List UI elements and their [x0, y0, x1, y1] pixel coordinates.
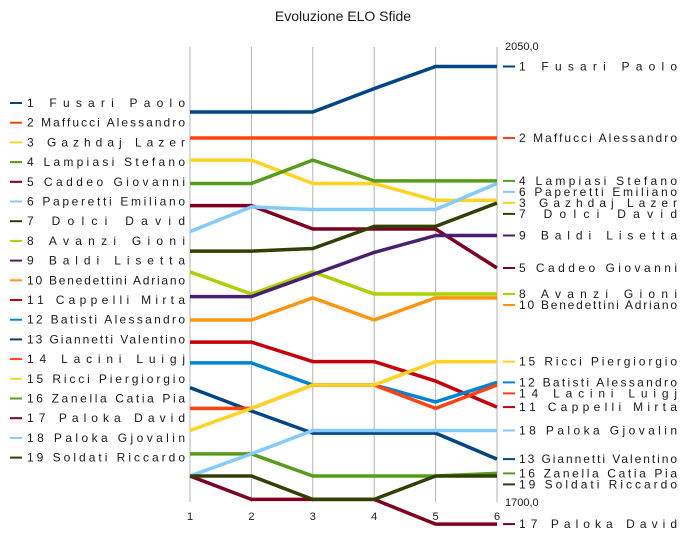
chart-title: Evoluzione ELO Sfide — [275, 8, 411, 24]
end-label: 2 Maffucci Alessandro — [519, 131, 677, 145]
series-line-15 — [189, 359, 497, 433]
end-label: 17 Paloka David — [519, 517, 677, 531]
legend-label: 15 Ricci Piergiorgio — [27, 372, 185, 386]
x-tick-label: 3 — [310, 511, 316, 523]
x-tick-label: 6 — [494, 511, 500, 523]
legend-label: 7 Dolci David — [27, 214, 185, 228]
legend-label: 11 Cappelli Mirta — [27, 293, 185, 307]
axis-labels: 1 2 3 4 5 6 2050,0 1700,0 — [187, 41, 539, 523]
legend-label: 6 Paperetti Emiliano — [27, 195, 185, 209]
series-line-7 — [190, 201, 498, 253]
legend-label: 1 Fusari Paolo — [27, 96, 185, 110]
legend-label: 8 Avanzi Gioni — [27, 234, 185, 248]
legend-label: 2 Maffucci Alessandro — [27, 116, 185, 130]
legend-left: 1 Fusari Paolo 2 Maffucci Alessandro 3 Gaz… — [10, 96, 185, 465]
end-label: 6 Paperetti Emiliano — [519, 185, 677, 199]
legend-label: 12 Batisti Alessandro — [27, 313, 185, 327]
series-line-9 — [190, 233, 497, 299]
series-lines — [189, 64, 498, 526]
series-line-10 — [190, 296, 497, 322]
series-line-19 — [190, 474, 497, 502]
end-labels: 1 Fusari Paolo 2 Maffucci Alessandro 4 Lam… — [503, 60, 677, 531]
legend-label: 17 Paloka David — [27, 411, 185, 425]
y-tick-label-top: 2050,0 — [505, 41, 539, 53]
series-line-3 — [190, 158, 497, 203]
end-label: 10 Benedettini Adriano — [519, 298, 677, 312]
x-tick-label: 2 — [248, 511, 254, 523]
end-label: 15 Ricci Piergiorgio — [519, 355, 677, 369]
x-tick-label: 5 — [433, 511, 439, 523]
series-line-4 — [190, 158, 497, 186]
legend-label: 16 Zanella Catia Pia — [27, 392, 185, 406]
series-line-11 — [190, 340, 498, 409]
series-line-6 — [189, 181, 498, 234]
end-label: 13 Giannetti Valentino — [519, 452, 677, 466]
legend-label: 18 Paloka Gjovalin — [27, 431, 185, 445]
legend-label: 5 Caddeo Giovanni — [27, 175, 185, 189]
legend-label: 13 Giannetti Valentino — [27, 332, 185, 346]
end-label: 9 Baldi Lisetta — [519, 229, 677, 243]
legend-label: 4 Lampiasi Stefano — [27, 155, 185, 169]
end-label: 19 Soldati Riccardo — [519, 477, 677, 491]
series-line-12 — [190, 361, 498, 404]
end-label: 18 Paloka Gjovalin — [519, 424, 677, 438]
legend-label: 3 Gazhdaj Lazer — [27, 135, 185, 149]
legend-label: 19 Soldati Riccardo — [27, 451, 185, 465]
y-tick-label-bottom: 1700,0 — [505, 497, 539, 509]
legend-label: 9 Baldi Lisetta — [27, 254, 185, 268]
series-line-18 — [189, 428, 497, 478]
end-label: 1 Fusari Paolo — [519, 60, 677, 74]
x-tick-label: 4 — [371, 511, 377, 523]
end-label: 11 Cappelli Mirta — [519, 400, 677, 414]
end-label: 5 Caddeo Giovanni — [519, 261, 677, 275]
legend-label: 10 Benedettini Adriano — [27, 273, 185, 287]
series-line-8 — [189, 270, 497, 296]
series-line-1 — [190, 64, 497, 114]
legend-label: 14 Lacini Luigj — [27, 352, 185, 366]
x-tick-label: 1 — [187, 511, 193, 523]
series-line-16 — [190, 452, 498, 478]
end-label: 12 Batisti Alessandro — [519, 375, 677, 389]
end-label: 4 Lampiasi Stefano — [519, 174, 677, 188]
